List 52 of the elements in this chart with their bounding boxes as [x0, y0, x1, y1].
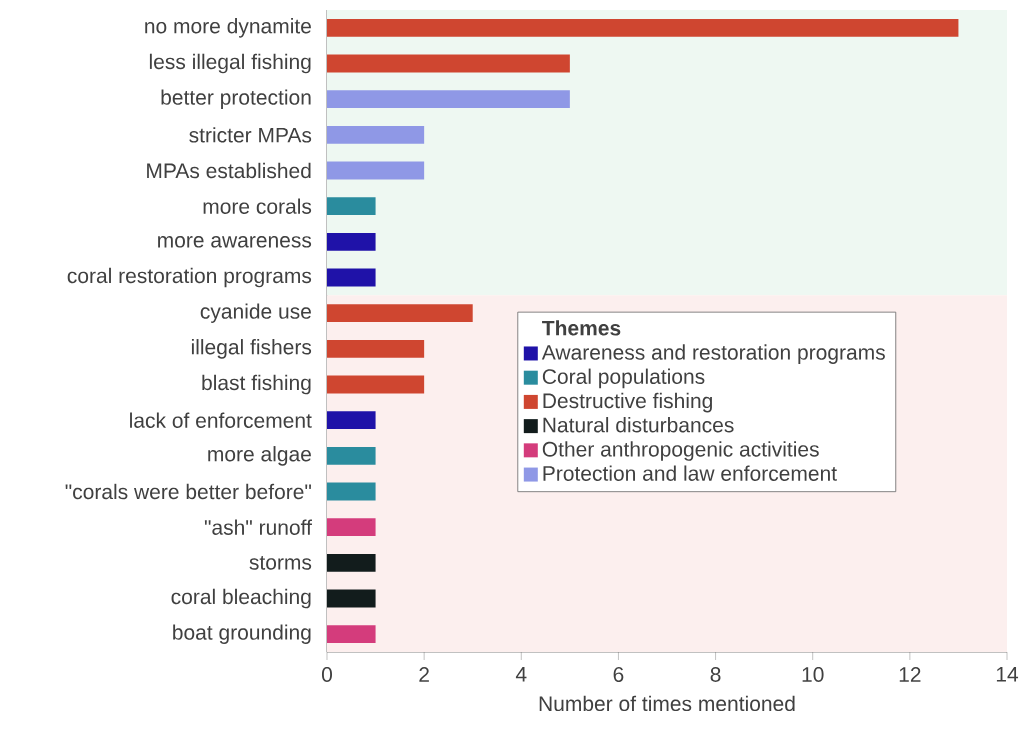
y-tick-label: coral bleaching — [171, 588, 311, 609]
bar — [327, 90, 570, 109]
bar — [327, 54, 570, 73]
y-tick-label: more awareness — [158, 236, 312, 248]
x-tick-label: 6 — [613, 667, 624, 682]
y-tick-label: stricter MPAs — [189, 127, 312, 143]
bar — [327, 553, 376, 572]
legend-label: Other anthropogenic activities — [542, 441, 819, 461]
y-tick-label: less illegal fishing — [149, 53, 311, 74]
x-tick-label: 0 — [321, 667, 333, 682]
x-tick-label: 2 — [419, 667, 429, 682]
y-tick-label: "ash" runoff — [204, 519, 312, 535]
y-tick-label: better protection — [161, 89, 311, 109]
bar — [327, 268, 376, 287]
bar — [327, 339, 425, 358]
y-tick-label: more corals — [203, 198, 312, 214]
legend-title: Themes — [542, 320, 621, 336]
y-tick-label: more algae — [208, 446, 311, 466]
legend-label: Coral populations — [542, 368, 705, 389]
bar — [327, 589, 376, 608]
x-tick-label: 4 — [515, 667, 527, 682]
bar — [327, 161, 425, 180]
bar — [327, 482, 376, 501]
legend-label: Protection and law enforcement — [543, 465, 837, 481]
bar — [327, 518, 376, 537]
x-tick-label: 12 — [899, 667, 921, 682]
y-tick-label: boat grounding — [173, 624, 311, 644]
legend-label: Awareness and restoration programs — [541, 344, 885, 364]
y-tick-label: MPAs established — [147, 162, 311, 179]
y-tick-label: "corals were better before" — [65, 483, 311, 500]
bar — [327, 232, 376, 251]
y-tick-label: storms — [249, 555, 312, 570]
x-tick-label: 14 — [996, 667, 1019, 682]
x-tick-label: 10 — [802, 667, 824, 682]
y-tick-label: lack of enforcement — [130, 412, 312, 428]
y-tick-label: blast fishing — [202, 374, 311, 395]
y-tick-label: coral restoration programs — [67, 267, 312, 288]
bar — [327, 304, 473, 323]
y-tick-label: cyanide use — [200, 303, 311, 323]
x-axis-title: Number of times mentioned — [539, 695, 795, 712]
bar — [327, 446, 376, 465]
legend-label: Destructive fishing — [543, 392, 712, 413]
bar — [327, 125, 425, 144]
y-tick-label: illegal fishers — [191, 339, 312, 359]
bar — [327, 18, 959, 37]
bar — [327, 197, 376, 216]
bar — [327, 411, 376, 430]
bar — [327, 375, 425, 394]
legend-label: Natural disturbances — [543, 417, 734, 433]
bar — [327, 625, 376, 644]
y-tick-label: no more dynamite — [145, 18, 311, 38]
x-tick-label: 8 — [710, 667, 721, 682]
